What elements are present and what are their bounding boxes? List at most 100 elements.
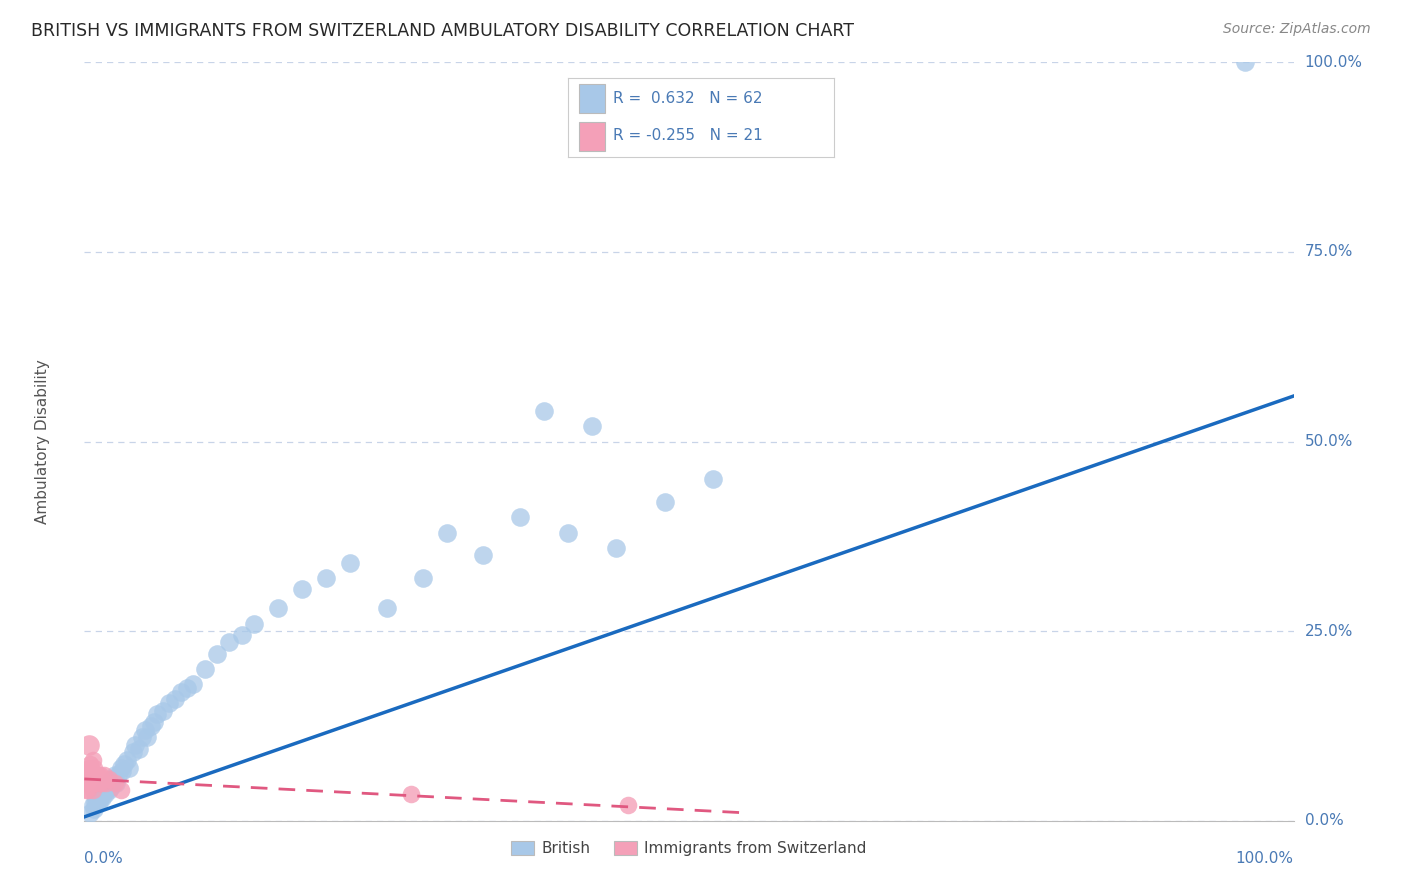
Point (79, 806, 101, 821)
Point (97, 772, 120, 786)
Point (91, 776, 114, 790)
Point (218, 635, 240, 649)
Point (104, 768, 127, 782)
Point (1234, 55, 1257, 70)
Point (93, 783, 115, 797)
Point (93, 768, 115, 782)
Point (702, 473, 724, 487)
Point (94, 783, 117, 797)
Point (89, 791, 111, 805)
Point (152, 704, 174, 718)
Point (96, 780, 118, 794)
Point (77, 783, 100, 797)
Point (165, 692, 187, 706)
Point (136, 730, 159, 744)
Text: 0.0%: 0.0% (84, 851, 124, 866)
Point (399, 787, 422, 801)
Text: 50.0%: 50.0% (1305, 434, 1353, 449)
Point (315, 571, 337, 585)
Point (77, 760, 100, 774)
Point (375, 601, 398, 615)
Point (83, 802, 105, 816)
Point (87, 776, 110, 790)
Point (91, 791, 114, 805)
Point (112, 756, 135, 771)
Point (115, 753, 138, 767)
Point (231, 628, 253, 642)
Point (77, 738, 100, 752)
Point (100, 780, 122, 794)
Point (509, 510, 531, 524)
Point (83, 760, 105, 774)
Point (82, 798, 104, 813)
Point (533, 404, 555, 418)
Text: Source: ZipAtlas.com: Source: ZipAtlas.com (1223, 22, 1371, 37)
Point (111, 764, 134, 779)
Point (242, 616, 264, 631)
Point (581, 419, 603, 434)
Text: 100.0%: 100.0% (1305, 55, 1362, 70)
Point (104, 776, 127, 790)
Point (77, 772, 100, 786)
Point (170, 685, 193, 699)
Point (82, 783, 104, 797)
Point (207, 647, 229, 661)
Point (89, 768, 111, 782)
Point (617, 798, 640, 813)
Point (75, 783, 97, 797)
Point (90, 787, 112, 801)
Point (124, 738, 146, 752)
Point (118, 760, 141, 774)
Point (107, 768, 129, 782)
Point (339, 556, 361, 570)
Text: Ambulatory Disability: Ambulatory Disability (35, 359, 49, 524)
Legend: British, Immigrants from Switzerland: British, Immigrants from Switzerland (505, 835, 873, 863)
Point (80, 764, 103, 779)
Text: 25.0%: 25.0% (1305, 624, 1353, 639)
Point (94, 776, 117, 790)
Point (131, 730, 153, 744)
Point (97, 776, 120, 790)
Point (86, 791, 108, 805)
Point (76, 764, 98, 779)
Point (139, 719, 162, 733)
Point (291, 582, 314, 597)
Point (110, 760, 132, 774)
Point (110, 783, 132, 797)
Text: 75.0%: 75.0% (1305, 244, 1353, 260)
Point (557, 525, 579, 540)
Text: BRITISH VS IMMIGRANTS FROM SWITZERLAND AMBULATORY DISABILITY CORRELATION CHART: BRITISH VS IMMIGRANTS FROM SWITZERLAND A… (31, 22, 853, 40)
Point (97, 783, 120, 797)
Point (436, 525, 458, 540)
Point (143, 715, 166, 730)
Point (157, 696, 180, 710)
Point (79, 768, 101, 782)
Point (86, 772, 108, 786)
Point (605, 541, 627, 555)
Point (94, 787, 117, 801)
Point (654, 495, 676, 509)
Point (77, 776, 100, 790)
Point (412, 571, 434, 585)
Point (134, 723, 156, 737)
Point (176, 681, 198, 695)
Point (86, 768, 108, 782)
Point (146, 707, 169, 722)
Point (84, 768, 107, 782)
Point (86, 798, 108, 813)
Text: 0.0%: 0.0% (1305, 814, 1343, 828)
Point (80, 776, 103, 790)
Point (83, 776, 105, 790)
Point (76, 776, 98, 790)
Point (267, 601, 290, 615)
Point (128, 741, 150, 756)
Point (101, 772, 124, 786)
Point (87, 795, 110, 809)
Point (84, 795, 107, 809)
Point (472, 548, 495, 563)
Point (181, 677, 204, 691)
Point (121, 746, 143, 760)
Point (82, 753, 104, 767)
Point (194, 662, 217, 676)
Point (104, 776, 127, 790)
